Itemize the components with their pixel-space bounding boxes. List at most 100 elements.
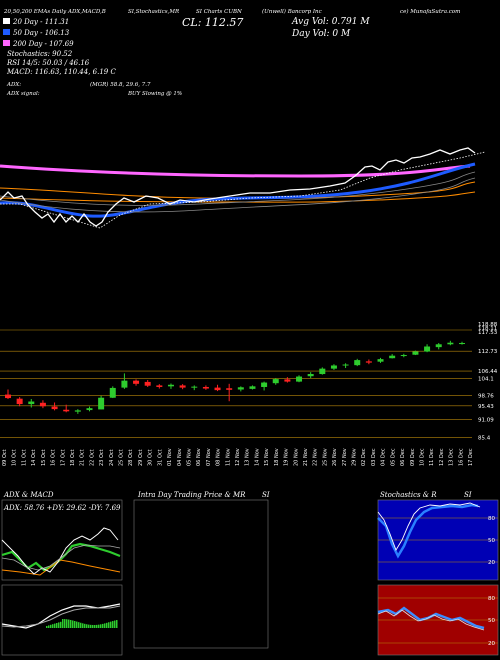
ema200-label: 200 Day - 107.69 — [12, 40, 74, 48]
x-date-label: 11 Oct — [21, 449, 27, 466]
price-level-label: 112.73 — [478, 349, 498, 355]
macd-bar — [84, 623, 86, 628]
avg-volume: Avg Vol: 0.791 M — [291, 17, 370, 27]
header-line-2: SI,Stochastics,MR — [128, 9, 179, 15]
candle-body — [202, 386, 209, 389]
x-date-label: 13 Dec — [449, 448, 455, 466]
x-date-label: 21 Nov — [303, 448, 309, 466]
top-tag-label: 118.11 — [478, 326, 497, 332]
orange-line-2 — [0, 191, 476, 203]
macd-bar — [108, 622, 110, 628]
macd-bar — [112, 621, 114, 628]
rsi-label: RSI 14/5: 50.03 / 46.16 — [6, 59, 90, 67]
x-date-label: 31 Oct — [157, 449, 163, 466]
macd-bar — [60, 621, 62, 628]
x-date-label: 12 Dec — [439, 448, 445, 466]
x-date-label: 18 Nov — [274, 448, 280, 466]
stoch-blue-line — [377, 503, 479, 559]
adx-macd-panel: ADX & MACD ADX: 58.76 +DY: 29.62 -DY: 7.… — [1, 491, 123, 581]
adx-orange-line — [1, 559, 121, 576]
adx-panel-values: ADX: 58.76 +DY: 29.62 -DY: 7.69 — [3, 504, 121, 512]
macd-bar — [94, 624, 96, 628]
candle-body — [261, 382, 268, 387]
rsi-panel: 80 50 20 — [377, 584, 499, 656]
x-date-label: 21 Oct — [80, 449, 86, 466]
x-date-label: 23 Oct — [99, 449, 105, 466]
x-date-label: 29 Nov — [352, 448, 358, 466]
x-date-label: 16 Dec — [458, 448, 464, 466]
ema20-line — [0, 147, 476, 227]
ema50-label: 50 Day - 106.13 — [13, 29, 70, 37]
x-date-label: 11 Dec — [429, 448, 435, 466]
x-date-label: 29 Oct — [138, 449, 144, 466]
macd-bar — [48, 625, 50, 628]
ema20-label: 20 Day - 111.31 — [12, 18, 69, 26]
header: 20,50,200 EMAs Daily ADX,MACD,B SI,Stoch… — [3, 8, 460, 97]
macd-label: MACD: 116.63, 110.44, 6.19 C — [6, 68, 116, 76]
adx-signal-value: BUY Slowing @ 1% — [127, 90, 182, 97]
candle-body — [412, 351, 419, 355]
gray-band-1 — [0, 171, 476, 206]
macd-bar — [106, 622, 108, 628]
macd-bar — [90, 624, 92, 628]
price-level-label: 91.09 — [478, 418, 494, 424]
rsi-white-line — [377, 609, 485, 631]
candle-body — [51, 406, 58, 410]
x-date-label: 06 Nov — [196, 448, 202, 466]
candle-body — [156, 385, 163, 387]
macd-bar — [116, 620, 118, 628]
x-date-label: 05 Nov — [186, 448, 192, 466]
x-date-label: 09 Dec — [410, 448, 416, 466]
x-axis-dates: 09 Oct 10 Oct 11 Oct 14 Oct 15 Oct 16 Oct 17 O… — [2, 448, 474, 466]
candle-body — [237, 387, 244, 390]
x-date-label: 25 Nov — [322, 448, 328, 466]
candle-body — [342, 364, 349, 366]
candle-body — [86, 408, 93, 411]
x-date-label: 17 Oct — [60, 449, 66, 466]
x-date-label: 16 Oct — [51, 449, 57, 466]
macd-bar — [104, 623, 106, 628]
intraday-panel: Intra Day Trading Price & MR SI — [133, 491, 270, 649]
candle-body — [167, 384, 174, 387]
gray-band-2 — [0, 177, 476, 213]
x-date-label: 24 Oct — [109, 449, 115, 466]
x-date-label: 30 Oct — [148, 449, 154, 466]
top-tag-label: 117.53 — [478, 330, 498, 336]
intra-title: Intra Day Trading Price & MR — [137, 491, 246, 499]
candle-body — [5, 394, 11, 399]
candle-body — [179, 385, 186, 388]
x-date-label: 20 Nov — [293, 448, 299, 466]
x-date-label: 11 Nov — [225, 448, 231, 466]
macd-bar — [58, 622, 60, 628]
macd-bar — [80, 622, 82, 628]
stoch-white-line — [377, 502, 481, 552]
x-date-label: 17 Dec — [468, 448, 474, 466]
candle-body — [377, 359, 384, 362]
candles — [5, 340, 465, 414]
stoch-si: SI — [464, 491, 472, 499]
candle-body — [74, 410, 81, 412]
x-date-label: 25 Oct — [119, 449, 125, 466]
rsi-tick-50: 50 — [488, 618, 495, 624]
price-level-label: 85.4 — [478, 436, 491, 442]
macd-bar — [114, 620, 116, 628]
stoch-title: Stochastics & R — [380, 491, 437, 499]
candle-body — [284, 379, 291, 382]
adx-signal-label: ADX signal: — [6, 91, 40, 97]
day-volume: Day Vol: 0 M — [291, 29, 351, 39]
x-date-label: 03 Dec — [371, 448, 377, 466]
macd-histogram — [46, 619, 118, 628]
candle-body — [447, 342, 454, 345]
intra-si: SI — [262, 491, 270, 499]
macd-bar — [100, 624, 102, 628]
candle-body — [330, 365, 337, 369]
macd-bar — [74, 620, 76, 628]
candle-body — [389, 355, 396, 359]
macd-bar — [50, 624, 52, 628]
candle-body — [400, 355, 407, 357]
x-date-label: 15 Nov — [264, 448, 270, 466]
macd-bar — [62, 619, 64, 628]
macd-bar — [88, 624, 90, 628]
adx-box — [1, 499, 123, 581]
